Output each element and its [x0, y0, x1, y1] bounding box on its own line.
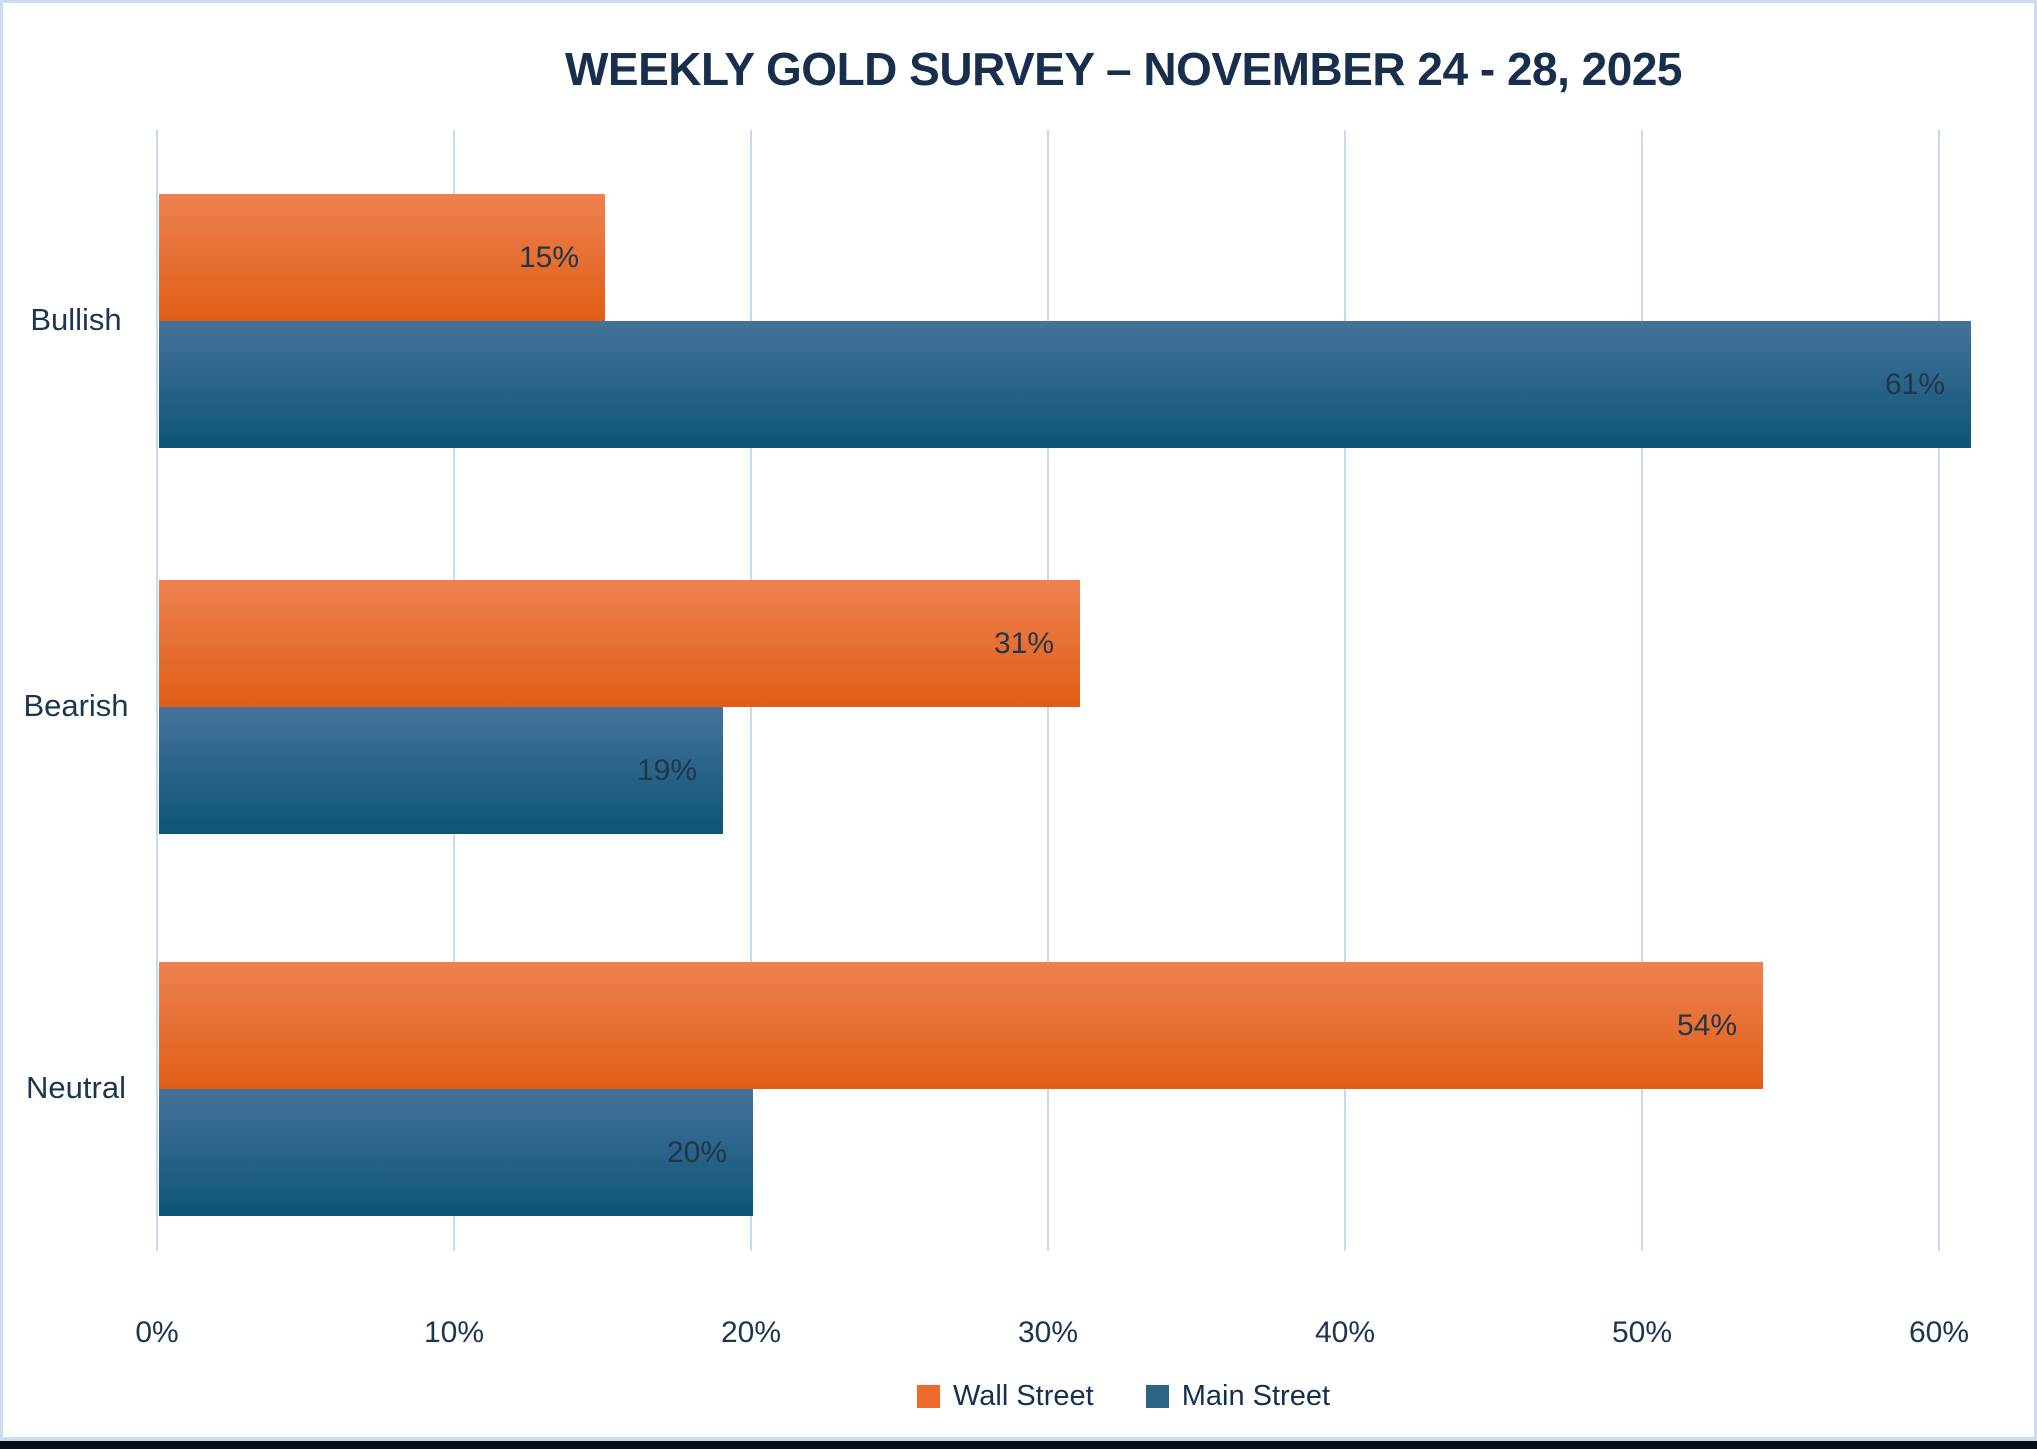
gridline	[156, 130, 158, 1251]
bar-wall-street: 15%	[159, 194, 605, 321]
legend-item-wall-street: Wall Street	[916, 1379, 1094, 1413]
x-axis-tick-label: 10%	[423, 1316, 485, 1349]
x-axis-tick-label: 20%	[720, 1316, 782, 1349]
bar-value-label: 20%	[666, 1135, 727, 1169]
bar-value-label: 31%	[993, 626, 1054, 660]
legend-label-wall-street: Wall Street	[952, 1379, 1094, 1412]
bar-value-label: 19%	[636, 753, 697, 787]
bar-main-street: 61%	[159, 321, 1971, 448]
bar-wall-street: 31%	[159, 580, 1080, 707]
legend-item-main-street: Main Street	[1145, 1379, 1331, 1413]
category-label: Bearish	[23, 688, 129, 723]
chart-title: WEEKLY GOLD SURVEY – NOVEMBER 24 - 28, 2…	[565, 43, 1683, 95]
x-axis-tick-label: 40%	[1314, 1316, 1376, 1349]
bottom-border-line	[0, 1437, 2037, 1441]
bar-wall-street: 54%	[159, 962, 1763, 1089]
x-axis-tick-label: 0%	[135, 1316, 179, 1349]
x-axis-tick-label: 60%	[1908, 1316, 1970, 1349]
chart-legend: Wall Street Main Street	[220, 1376, 2027, 1416]
x-axis-tick-label: 50%	[1611, 1316, 1673, 1349]
bar-main-street: 20%	[159, 1089, 753, 1216]
category-label: Bullish	[30, 302, 122, 337]
gridline	[1641, 130, 1643, 1251]
main-street-swatch-icon	[1145, 1384, 1169, 1408]
bar-value-label: 15%	[518, 240, 579, 274]
category-label: Neutral	[26, 1070, 126, 1105]
bar-value-label: 54%	[1676, 1008, 1737, 1042]
bottom-dark-strip	[0, 1441, 2037, 1449]
wall-street-swatch-icon	[916, 1384, 940, 1408]
x-axis-tick-label: 30%	[1017, 1316, 1079, 1349]
gridline	[1938, 130, 1940, 1251]
bar-main-street: 19%	[159, 707, 723, 834]
legend-label-main-street: Main Street	[1181, 1379, 1331, 1412]
bar-value-label: 61%	[1884, 367, 1945, 401]
gridline	[1344, 130, 1346, 1251]
